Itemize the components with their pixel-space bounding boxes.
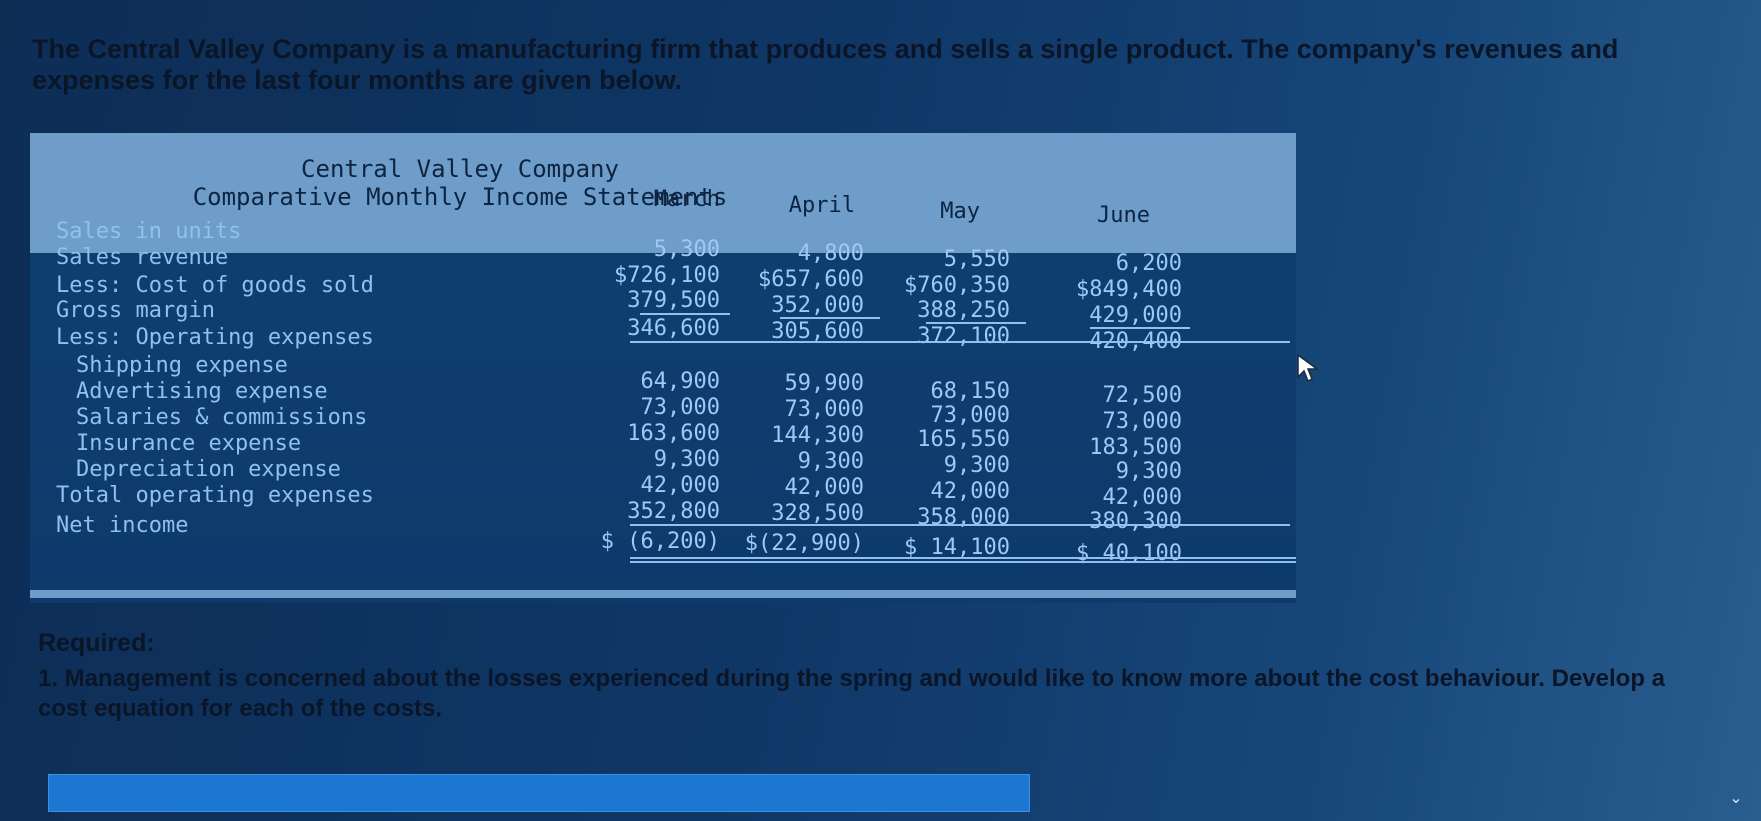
cell-may-sales-revenue: $760,350 [904, 273, 1010, 298]
row-label-depreciation: Depreciation expense [76, 457, 341, 482]
cell-april-advertising: 73,000 [784, 397, 864, 422]
question-text: 1. Management is concerned about the los… [38, 665, 1665, 722]
column-header-april: April [788, 193, 855, 218]
row-label-salaries: Salaries & commissions [76, 405, 368, 430]
income-statement-table: Central Valley Company Comparative Month… [30, 133, 1296, 603]
rule-cogs-march [640, 313, 730, 315]
row-label-sales-units: Sales in units [56, 219, 242, 244]
cell-may-insurance: 9,300 [943, 453, 1010, 478]
cell-june-net-income: $ 40,100 [1076, 541, 1182, 566]
cell-april-shipping: 59,900 [784, 371, 864, 396]
answer-input-bar[interactable] [48, 774, 1030, 812]
cell-may-net-income: $ 14,100 [904, 535, 1010, 560]
column-header-june: June [1097, 203, 1150, 228]
cell-march-salaries: 163,600 [627, 421, 720, 446]
cell-april-gross-margin: 305,600 [771, 319, 864, 344]
cell-april-salaries: 144,300 [771, 423, 864, 448]
cell-april-total-operating: 328,500 [771, 501, 864, 526]
cell-june-salaries: 183,500 [1089, 435, 1182, 460]
intro-text: The Central Valley Company is a manufact… [32, 34, 1619, 95]
cell-april-net-income: $(22,900) [744, 531, 864, 556]
rule-gross-margin [630, 341, 1290, 343]
row-label-gross-margin: Gross margin [56, 298, 215, 323]
row-label-cogs: Less: Cost of goods sold [56, 273, 374, 298]
cell-april-insurance: 9,300 [797, 449, 864, 474]
cell-april-sales-revenue: $657,600 [758, 267, 864, 292]
row-label-advertising: Advertising expense [76, 379, 328, 404]
cell-may-depreciation: 42,000 [930, 479, 1010, 504]
cell-may-sales-units: 5,550 [943, 247, 1010, 272]
rule-cogs-june [1090, 327, 1190, 329]
cell-june-cogs: 429,000 [1089, 303, 1182, 328]
cell-march-depreciation: 42,000 [640, 473, 720, 498]
cell-june-insurance: 9,300 [1115, 459, 1182, 484]
cell-march-insurance: 9,300 [653, 447, 720, 472]
row-label-operating-expenses: Less: Operating expenses [56, 325, 374, 350]
cell-may-advertising: 73,000 [930, 403, 1010, 428]
cell-march-gross-margin: 346,600 [627, 316, 720, 341]
cell-may-gross-margin: 372,100 [917, 324, 1010, 349]
chevron-down-icon[interactable]: ⌄ [1729, 790, 1743, 807]
cell-may-salaries: 165,550 [917, 427, 1010, 452]
column-header-may: May [940, 199, 980, 224]
statement-title: Comparative Monthly Income Statements [192, 183, 728, 211]
cell-april-depreciation: 42,000 [784, 475, 864, 500]
cell-march-cogs: 379,500 [627, 288, 720, 313]
cell-march-sales-revenue: $726,100 [614, 263, 720, 288]
column-header-march: March [653, 187, 720, 212]
row-label-net-income: Net income [56, 513, 189, 538]
cell-april-sales-units: 4,800 [797, 241, 864, 266]
cell-march-advertising: 73,000 [640, 395, 720, 420]
row-label-shipping: Shipping expense [76, 353, 288, 378]
rule-total-operating [630, 524, 1290, 526]
statement-footer-bar [30, 590, 1296, 598]
cell-may-cogs: 388,250 [917, 298, 1010, 323]
statement-header-band [30, 133, 1296, 253]
statement-company-name: Central Valley Company [301, 155, 619, 183]
cell-june-depreciation: 42,000 [1102, 485, 1182, 510]
rule-cogs-april [780, 317, 880, 319]
row-label-total-operating: Total operating expenses [56, 483, 374, 508]
row-label-sales-revenue: Sales revenue [56, 245, 229, 270]
cell-march-sales-units: 5,300 [653, 237, 720, 262]
cell-june-sales-revenue: $849,400 [1076, 277, 1182, 302]
cell-march-total-operating: 352,800 [627, 499, 720, 524]
row-label-insurance: Insurance expense [76, 431, 302, 456]
cell-may-total-operating: 358,000 [917, 505, 1010, 530]
cell-may-shipping: 68,150 [930, 379, 1010, 404]
cell-june-shipping: 72,500 [1102, 383, 1182, 408]
mouse-pointer-icon [1296, 353, 1322, 388]
required-heading: Required: [38, 629, 155, 657]
cell-april-cogs: 352,000 [771, 293, 864, 318]
double-rule-net-income [630, 557, 1296, 563]
cell-june-sales-units: 6,200 [1115, 251, 1182, 276]
cell-june-advertising: 73,000 [1102, 409, 1182, 434]
cell-march-shipping: 64,900 [640, 369, 720, 394]
rule-cogs-may [926, 322, 1026, 324]
cell-june-total-operating: 380,300 [1089, 509, 1182, 534]
cell-march-net-income: $ (6,200) [600, 529, 720, 554]
